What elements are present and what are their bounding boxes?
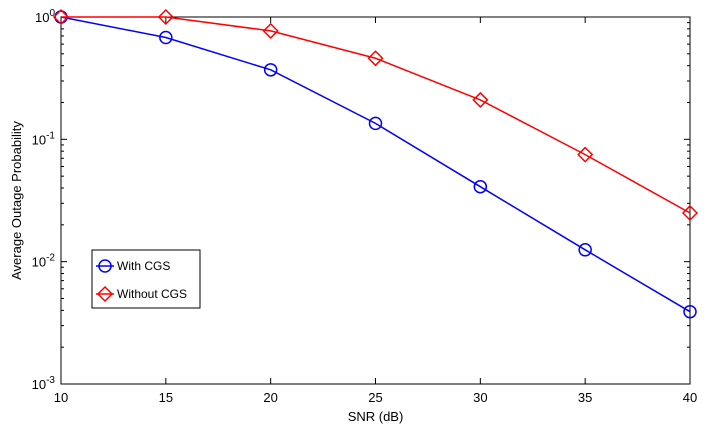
x-tick-label: 30	[473, 390, 487, 405]
x-tick-label: 25	[368, 390, 382, 405]
data-point-marker	[368, 116, 383, 131]
y-tick-exponent: 0	[49, 8, 55, 19]
legend-marker	[96, 285, 114, 303]
series-line	[60, 16, 691, 313]
y-axis-label: Average Outage Probability	[9, 121, 24, 280]
data-point-marker	[159, 30, 173, 45]
x-axis-label: SNR (dB)	[348, 409, 404, 424]
data-point-marker	[473, 179, 488, 194]
data-point-marker	[577, 146, 594, 163]
legend-label: Without CGS	[117, 287, 187, 301]
x-tick-label: 10	[54, 390, 68, 405]
y-tick-base: 10	[32, 377, 46, 392]
data-point-marker	[683, 304, 697, 319]
series-layer	[52, 8, 699, 319]
y-tick-exponent: -1	[46, 130, 55, 141]
x-tick-label: 20	[263, 390, 277, 405]
series-line	[61, 16, 691, 214]
legend-marker	[98, 259, 112, 273]
series-without-cgs	[52, 8, 699, 222]
x-tick-label: 40	[683, 390, 697, 405]
y-tick-exponent: -3	[46, 375, 55, 386]
data-point-marker	[578, 243, 592, 257]
y-tick-label: 100	[35, 8, 55, 25]
y-tick-base: 10	[32, 132, 46, 147]
legend: With CGS Without CGS	[91, 249, 201, 309]
data-point-marker	[157, 8, 174, 26]
x-tick-label: 35	[578, 390, 592, 405]
data-point-marker	[52, 8, 70, 26]
y-tick-label: 10-1	[32, 130, 56, 147]
data-point-marker	[367, 50, 384, 67]
legend-items: With CGS Without CGS	[96, 259, 187, 303]
data-point-marker	[472, 91, 489, 108]
data-point-marker	[681, 204, 699, 222]
y-tick-label: 10-3	[32, 375, 56, 392]
plot-frame	[60, 16, 691, 385]
legend-label: With CGS	[117, 259, 170, 273]
data-point-marker	[263, 63, 278, 77]
y-tick-base: 10	[32, 255, 46, 270]
legend-item: Without CGS	[96, 285, 187, 303]
y-tick-base: 10	[35, 10, 49, 25]
legend-item: With CGS	[96, 259, 170, 273]
data-point-marker	[262, 22, 279, 39]
y-tick-exponent: -2	[46, 253, 55, 264]
legend-box	[91, 249, 201, 309]
x-tick-label: 15	[159, 390, 173, 405]
y-tick-label: 10-2	[32, 253, 56, 270]
